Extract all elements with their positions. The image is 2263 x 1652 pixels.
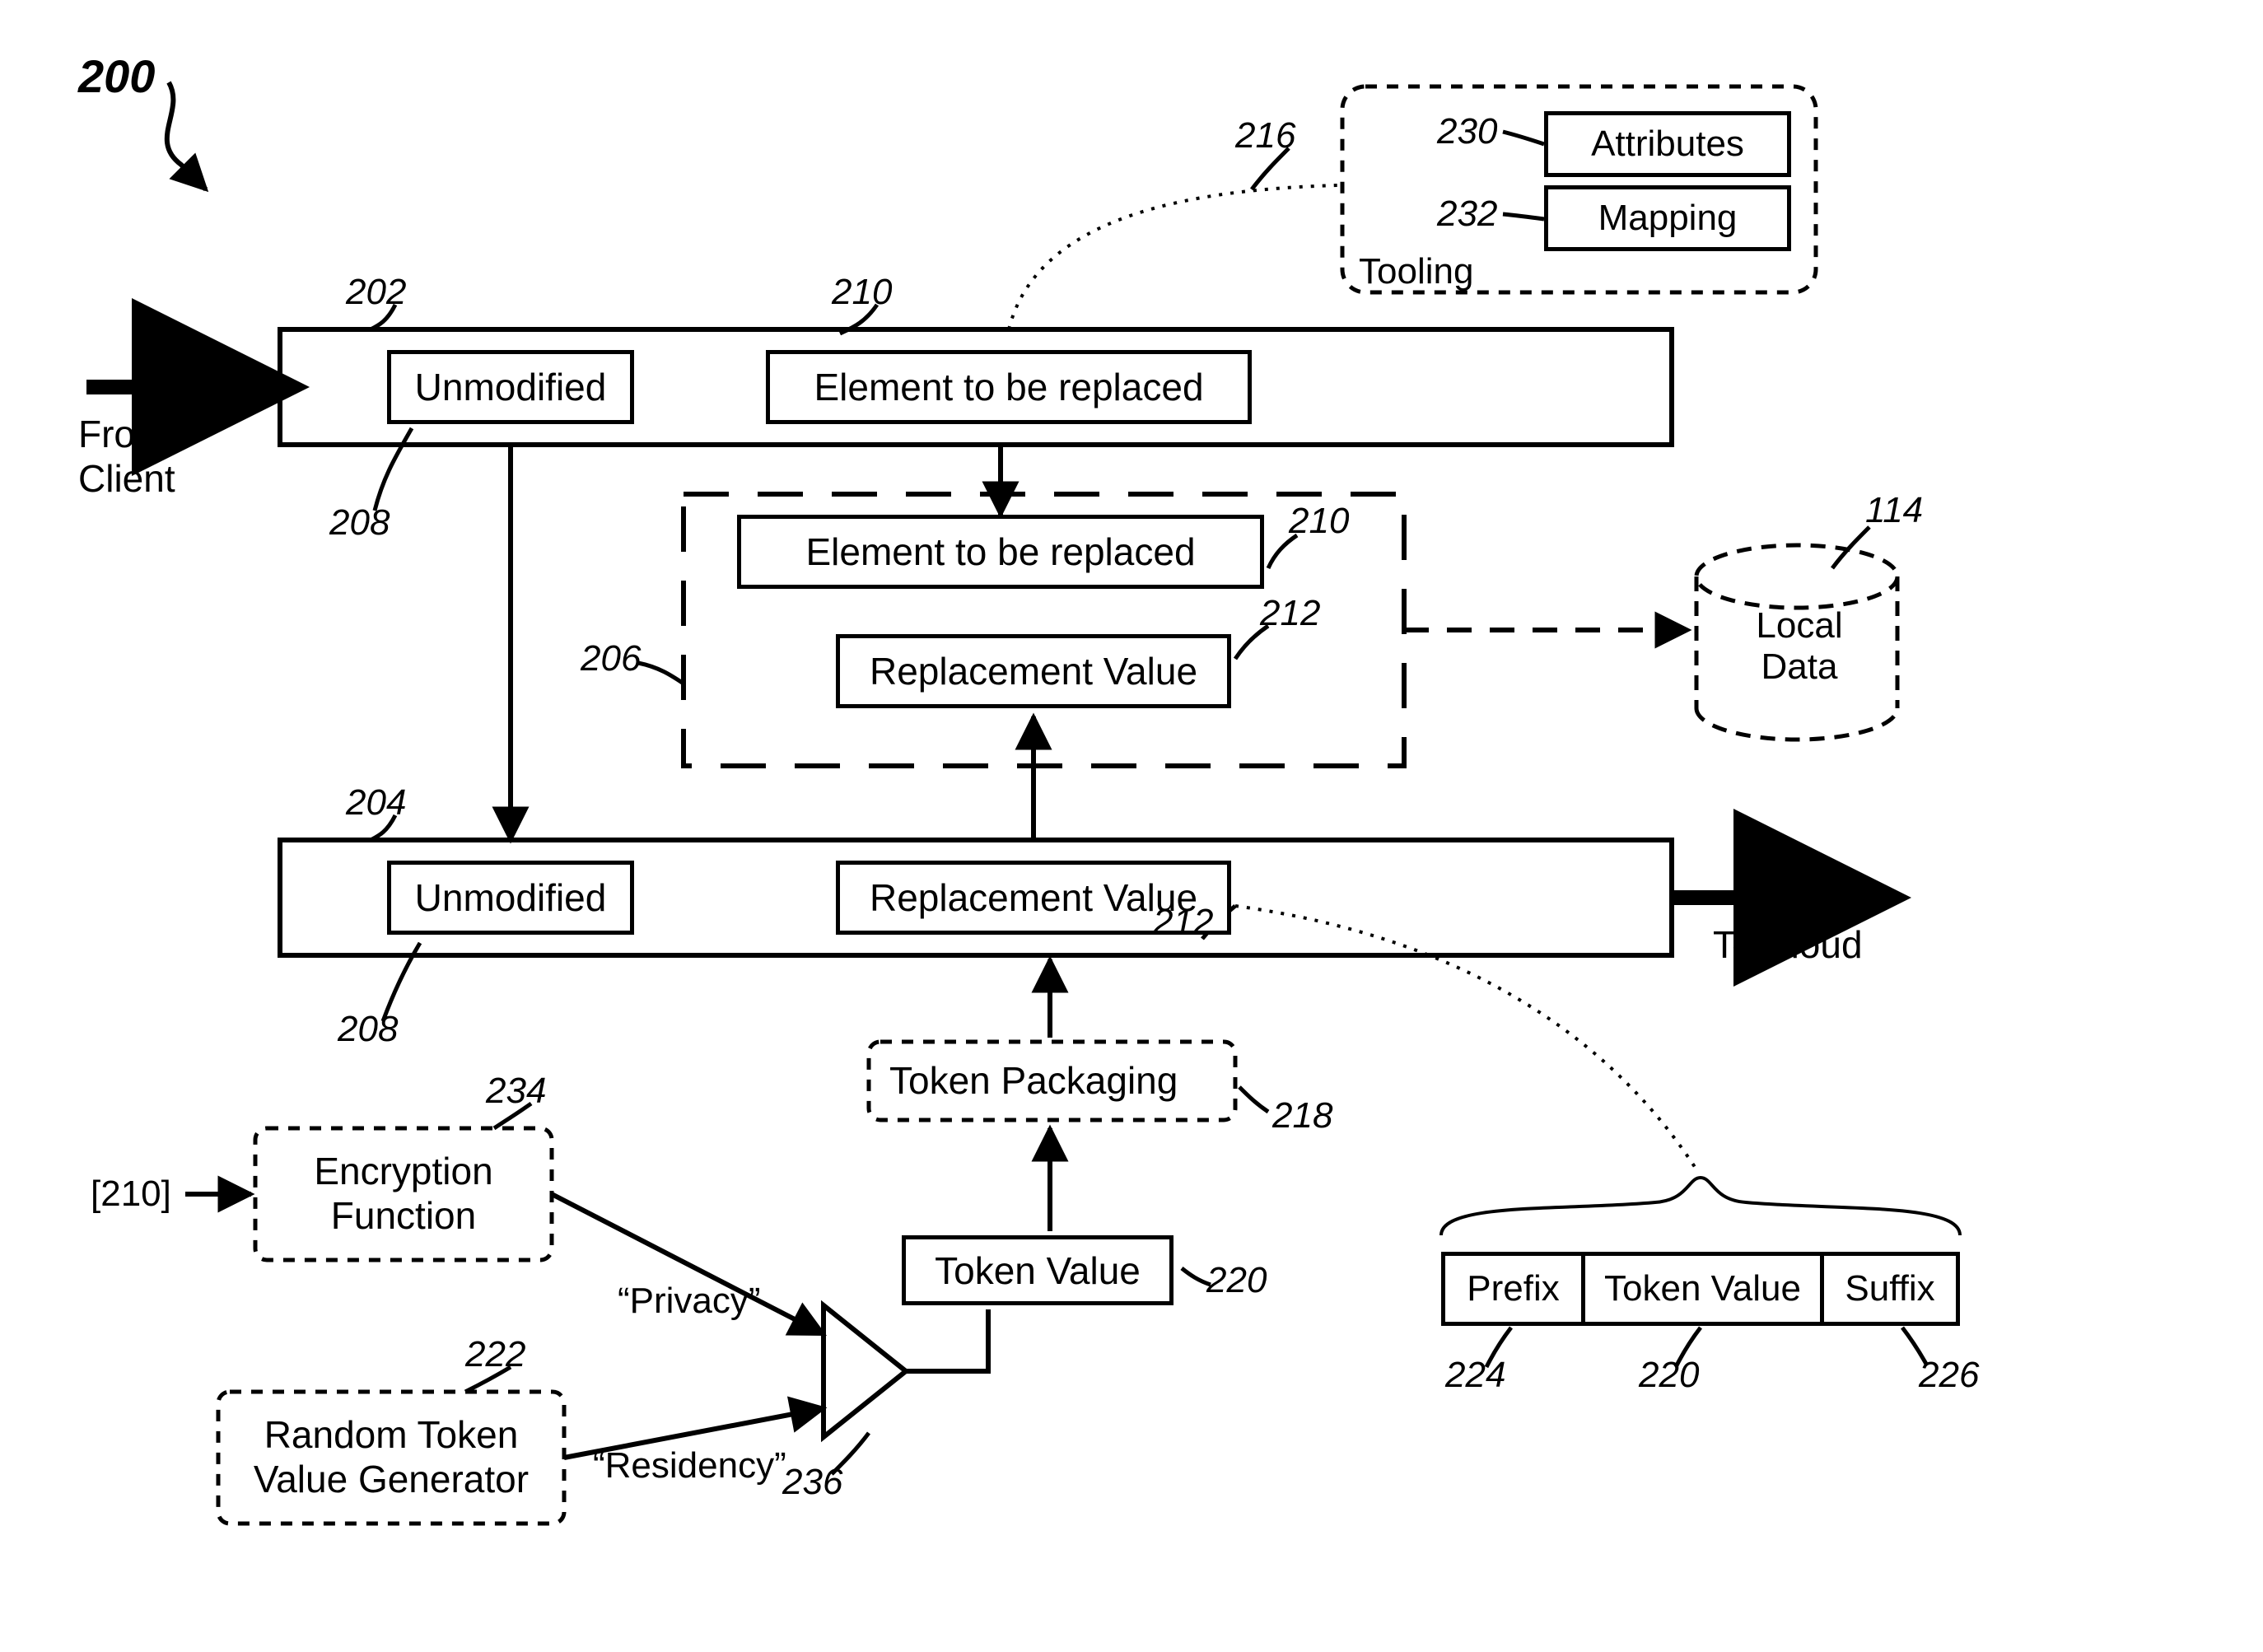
text-unmodified-bot: Unmodified <box>415 875 607 920</box>
diagram-stage: 200 From Client To Cloud Unmodified Elem… <box>0 0 2263 1652</box>
ref-230: 230 <box>1437 111 1497 152</box>
text-token-value: Token Value <box>935 1248 1141 1293</box>
ref-212b: 212 <box>1153 902 1213 943</box>
box-token-value: Token Value <box>902 1235 1173 1305</box>
ref-220b: 220 <box>1639 1355 1699 1396</box>
box-unmodified-bot: Unmodified <box>387 861 634 935</box>
label-random-gen: Random Token Value Generator <box>243 1412 539 1501</box>
label-bracket-210: [210] <box>91 1174 171 1215</box>
box-element-top: Element to be replaced <box>766 350 1252 424</box>
ref-212a: 212 <box>1260 593 1320 634</box>
box-triple: Prefix Token Value Suffix <box>1441 1252 1960 1326</box>
text-mapping: Mapping <box>1598 198 1738 239</box>
ref-210b: 210 <box>1289 501 1349 542</box>
text-replacement-mid: Replacement Value <box>870 649 1197 693</box>
cell-token-value: Token Value <box>1585 1256 1824 1322</box>
ref-114: 114 <box>1865 490 1923 531</box>
cell-suffix: Suffix <box>1824 1256 1956 1322</box>
ref-236: 236 <box>782 1462 842 1503</box>
cell-prefix: Prefix <box>1445 1256 1585 1322</box>
text-element-mid: Element to be replaced <box>805 530 1195 574</box>
ref-234: 234 <box>486 1071 546 1112</box>
box-mapping: Mapping <box>1544 185 1791 251</box>
ref-224: 224 <box>1445 1355 1505 1396</box>
text-replacement-bot: Replacement Value <box>870 875 1197 920</box>
ref-216: 216 <box>1235 115 1295 156</box>
box-unmodified-top: Unmodified <box>387 350 634 424</box>
text-element-top: Element to be replaced <box>814 365 1203 409</box>
label-token-packaging: Token Packaging <box>889 1058 1178 1103</box>
label-privacy: “Privacy” <box>618 1281 761 1322</box>
label-tooling: Tooling <box>1359 251 1473 292</box>
ref-202: 202 <box>346 272 406 313</box>
label-local-data: Local Data <box>1746 605 1853 688</box>
label-to-cloud: To Cloud <box>1713 922 1863 967</box>
ref-208b: 208 <box>338 1009 398 1050</box>
ref-232: 232 <box>1437 194 1497 235</box>
box-element-mid: Element to be replaced <box>737 515 1264 589</box>
text-unmodified-top: Unmodified <box>415 365 607 409</box>
ref-210a: 210 <box>832 272 892 313</box>
ref-218: 218 <box>1272 1095 1332 1136</box>
ref-222: 222 <box>465 1334 525 1375</box>
connector-layer <box>0 0 2263 1652</box>
ref-226: 226 <box>1919 1355 1979 1396</box>
text-attributes: Attributes <box>1591 124 1744 165</box>
label-residency: “Residency” <box>593 1445 786 1486</box>
label-from-client: From Client <box>78 412 175 501</box>
box-replacement-mid: Replacement Value <box>836 634 1231 708</box>
ref-208a: 208 <box>329 502 390 544</box>
label-encryption: Encryption Function <box>280 1149 527 1238</box>
ref-206: 206 <box>581 638 641 679</box>
ref-220a: 220 <box>1206 1260 1267 1301</box>
box-attributes: Attributes <box>1544 111 1791 177</box>
ref-200: 200 <box>78 49 155 103</box>
ref-204: 204 <box>346 782 406 824</box>
